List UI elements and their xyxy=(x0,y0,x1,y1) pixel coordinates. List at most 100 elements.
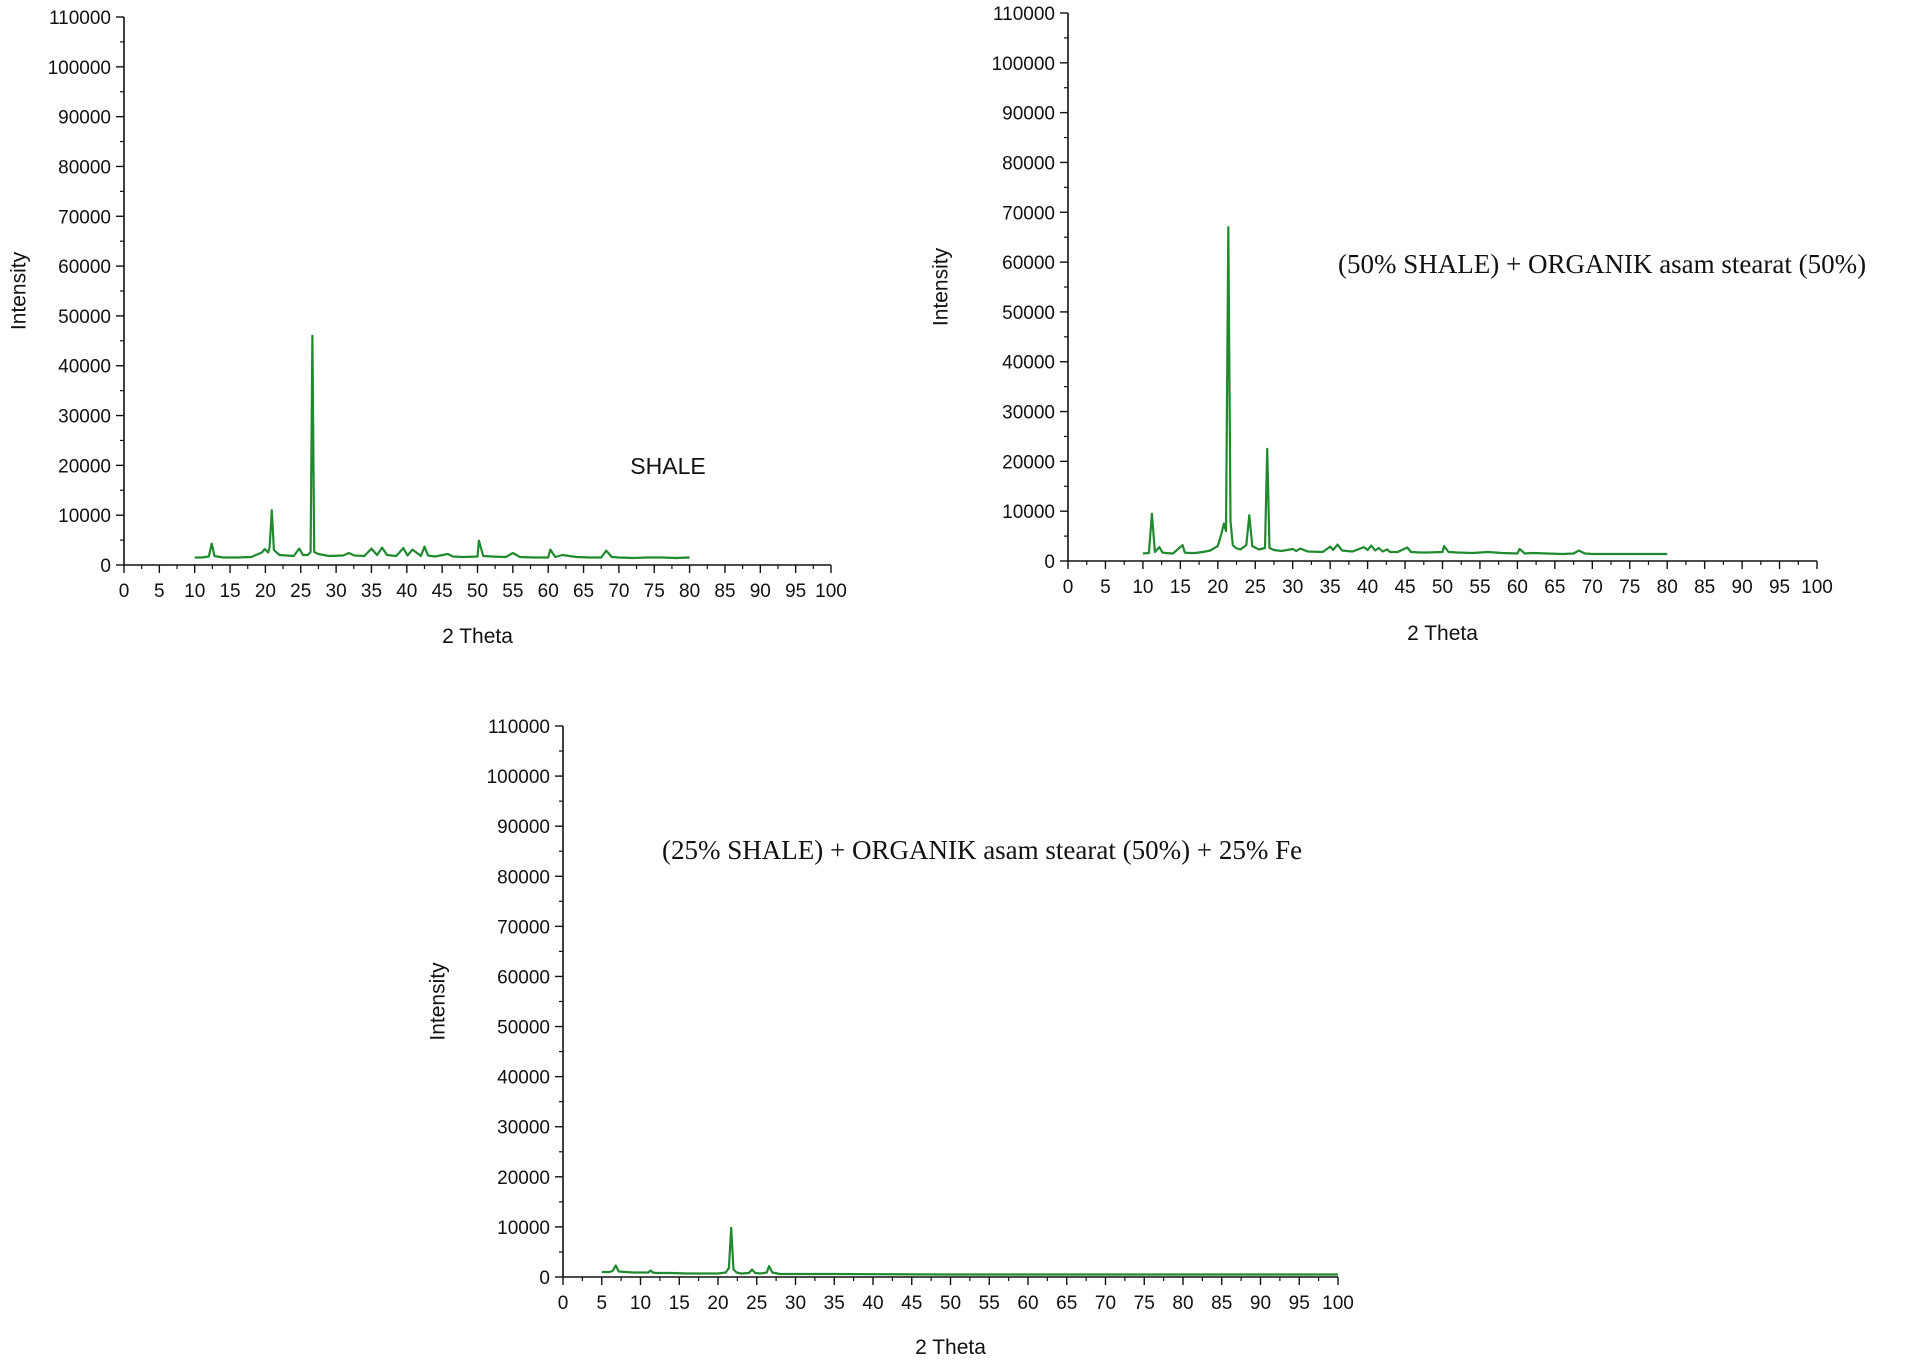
chart-1-x-axis-label: 2 Theta xyxy=(442,625,513,648)
chart-3-x-tick-label: 20 xyxy=(707,1293,728,1314)
chart-3-y-axis-label: Intensity xyxy=(426,962,449,1041)
chart-1-annotation: SHALE xyxy=(630,453,705,479)
chart-1-x-tick-label: 75 xyxy=(644,581,665,602)
chart-2-x-tick-label: 15 xyxy=(1170,577,1191,598)
chart-3-x-tick-label: 75 xyxy=(1134,1293,1155,1314)
chart-1-y-tick-label: 50000 xyxy=(58,307,111,328)
chart-3-x-tick-label: 90 xyxy=(1250,1293,1271,1314)
chart-1-x-tick-label: 95 xyxy=(785,581,806,602)
chart-2-x-tick-label: 60 xyxy=(1507,577,1528,598)
chart-2-x-tick-label: 55 xyxy=(1469,577,1490,598)
chart-3: 0 10000 20000 30000 40000 50000 60000 70000 8000… xyxy=(426,717,1354,1359)
chart-3-y-tick-label: 0 xyxy=(539,1268,550,1289)
chart-1-y-tick-label: 0 xyxy=(100,556,111,577)
chart-2-x-axis-label: 2 Theta xyxy=(1407,622,1478,645)
chart-2-x-tick-label: 50 xyxy=(1432,577,1453,598)
chart-1-y-tick-label: 40000 xyxy=(58,357,111,378)
chart-3-x-tick-label: 100 xyxy=(1322,1293,1354,1314)
chart-2-x-tick-label: 45 xyxy=(1394,577,1415,598)
chart-3-x-tick-label: 55 xyxy=(979,1293,1000,1314)
chart-3-x-tick-label: 15 xyxy=(669,1293,690,1314)
chart-3-x-tick-label: 5 xyxy=(596,1293,607,1314)
chart-1-x-tick-label: 55 xyxy=(502,581,523,602)
chart-3-x-tick-label: 60 xyxy=(1017,1293,1038,1314)
chart-3-x-tick-label: 85 xyxy=(1211,1293,1232,1314)
chart-1-x-tick-label: 60 xyxy=(538,581,559,602)
chart-2-y-tick-label: 90000 xyxy=(1002,104,1055,125)
chart-2-x-tick-label: 10 xyxy=(1132,577,1153,598)
chart-1-x-tick-label: 35 xyxy=(361,581,382,602)
chart-2-y-tick-label: 30000 xyxy=(1002,403,1055,424)
chart-1-series-line xyxy=(194,334,690,560)
chart-1-y-tick-label: 70000 xyxy=(58,207,111,228)
chart-1-y-tick-label: 30000 xyxy=(58,407,111,428)
chart-3-y-tick-label: 20000 xyxy=(497,1168,550,1189)
chart-1-y-tick-label: 90000 xyxy=(58,108,111,129)
chart-1-x-tick-label: 70 xyxy=(608,581,629,602)
chart-1-x-tick-label: 65 xyxy=(573,581,594,602)
chart-3-y-tick-label: 100000 xyxy=(487,767,550,788)
chart-2-y-tick-label: 70000 xyxy=(1002,203,1055,224)
chart-2-x-tick-label: 90 xyxy=(1732,577,1753,598)
chart-1: 0 10000 20000 30000 40000 50000 60000 70000 8000… xyxy=(7,8,847,648)
chart-2-x-tick-label: 85 xyxy=(1694,577,1715,598)
chart-1-y-tick-label: 100000 xyxy=(48,58,111,79)
chart-3-y-tick-label: 10000 xyxy=(497,1218,550,1239)
chart-2-x-tick-label: 75 xyxy=(1619,577,1640,598)
chart-2: 0 10000 20000 30000 40000 50000 60000 70000 8000… xyxy=(929,4,1866,645)
chart-2-x-tick-label: 5 xyxy=(1100,577,1111,598)
chart-2-x-tick-label: 70 xyxy=(1582,577,1603,598)
chart-3-x-tick-label: 40 xyxy=(862,1293,883,1314)
chart-1-y-axis-label: Intensity xyxy=(7,251,30,330)
chart-3-x-tick-label: 45 xyxy=(901,1293,922,1314)
chart-1-x-tick-label: 45 xyxy=(432,581,453,602)
chart-2-y-tick-label: 20000 xyxy=(1002,452,1055,473)
chart-3-x-tick-label: 65 xyxy=(1056,1293,1077,1314)
chart-3-y-tick-label: 80000 xyxy=(497,867,550,888)
chart-2-y-axis-label: Intensity xyxy=(929,247,952,326)
chart-1-y-tick-label: 110000 xyxy=(49,8,111,29)
chart-2-y-tick-label: 10000 xyxy=(1002,502,1055,523)
chart-2-x-tick-label: 20 xyxy=(1207,577,1228,598)
chart-2-x-tick-label: 65 xyxy=(1544,577,1565,598)
chart-2-x-tick-label: 30 xyxy=(1282,577,1303,598)
chart-2-y-tick-label: 40000 xyxy=(1002,353,1055,374)
chart-3-x-tick-label: 10 xyxy=(630,1293,651,1314)
chart-2-y-tick-label: 110000 xyxy=(993,4,1055,25)
chart-3-annotation: (25% SHALE) + ORGANIK asam stearat (50%)… xyxy=(662,835,1302,865)
chart-2-x-tick-label: 100 xyxy=(1801,577,1833,598)
chart-3-x-tick-label: 95 xyxy=(1289,1293,1310,1314)
chart-2-series-line xyxy=(1142,226,1668,556)
chart-3-x-tick-label: 50 xyxy=(940,1293,961,1314)
chart-1-y-tick-label: 80000 xyxy=(58,157,111,178)
chart-3-x-axis-label: 2 Theta xyxy=(915,1336,986,1359)
chart-2-y-tick-label: 0 xyxy=(1044,552,1055,573)
chart-2-annotation: (50% SHALE) + ORGANIK asam stearat (50%) xyxy=(1338,249,1866,279)
chart-2-y-tick-label: 60000 xyxy=(1002,253,1055,274)
chart-1-x-tick-label: 40 xyxy=(396,581,417,602)
chart-1-x-tick-label: 5 xyxy=(154,581,165,602)
chart-1-x-tick-label: 20 xyxy=(255,581,276,602)
chart-1-x-tick-label: 10 xyxy=(184,581,205,602)
chart-3-y-tick-label: 30000 xyxy=(497,1118,550,1139)
chart-3-y-tick-label: 70000 xyxy=(497,917,550,938)
chart-3-x-tick-label: 25 xyxy=(746,1293,767,1314)
chart-2-x-tick-label: 25 xyxy=(1245,577,1266,598)
chart-1-x-tick-label: 30 xyxy=(326,581,347,602)
chart-2-x-tick-label: 40 xyxy=(1357,577,1378,598)
chart-3-x-tick-label: 0 xyxy=(558,1293,569,1314)
chart-3-y-tick-label: 110000 xyxy=(488,717,550,738)
chart-3-y-tick-label: 90000 xyxy=(497,817,550,838)
chart-3-y-tick-label: 40000 xyxy=(497,1068,550,1089)
chart-2-x-tick-label: 35 xyxy=(1320,577,1341,598)
chart-1-y-tick-label: 60000 xyxy=(58,257,111,278)
chart-3-series-line xyxy=(601,1226,1338,1276)
chart-3-y-tick-label: 60000 xyxy=(497,967,550,988)
chart-1-x-tick-label: 90 xyxy=(750,581,771,602)
chart-3-x-tick-label: 80 xyxy=(1172,1293,1193,1314)
chart-1-x-tick-label: 85 xyxy=(714,581,735,602)
chart-3-x-tick-label: 35 xyxy=(824,1293,845,1314)
chart-3-x-tick-label: 70 xyxy=(1095,1293,1116,1314)
chart-1-x-tick-label: 15 xyxy=(219,581,240,602)
chart-1-y-tick-label: 20000 xyxy=(58,456,111,477)
